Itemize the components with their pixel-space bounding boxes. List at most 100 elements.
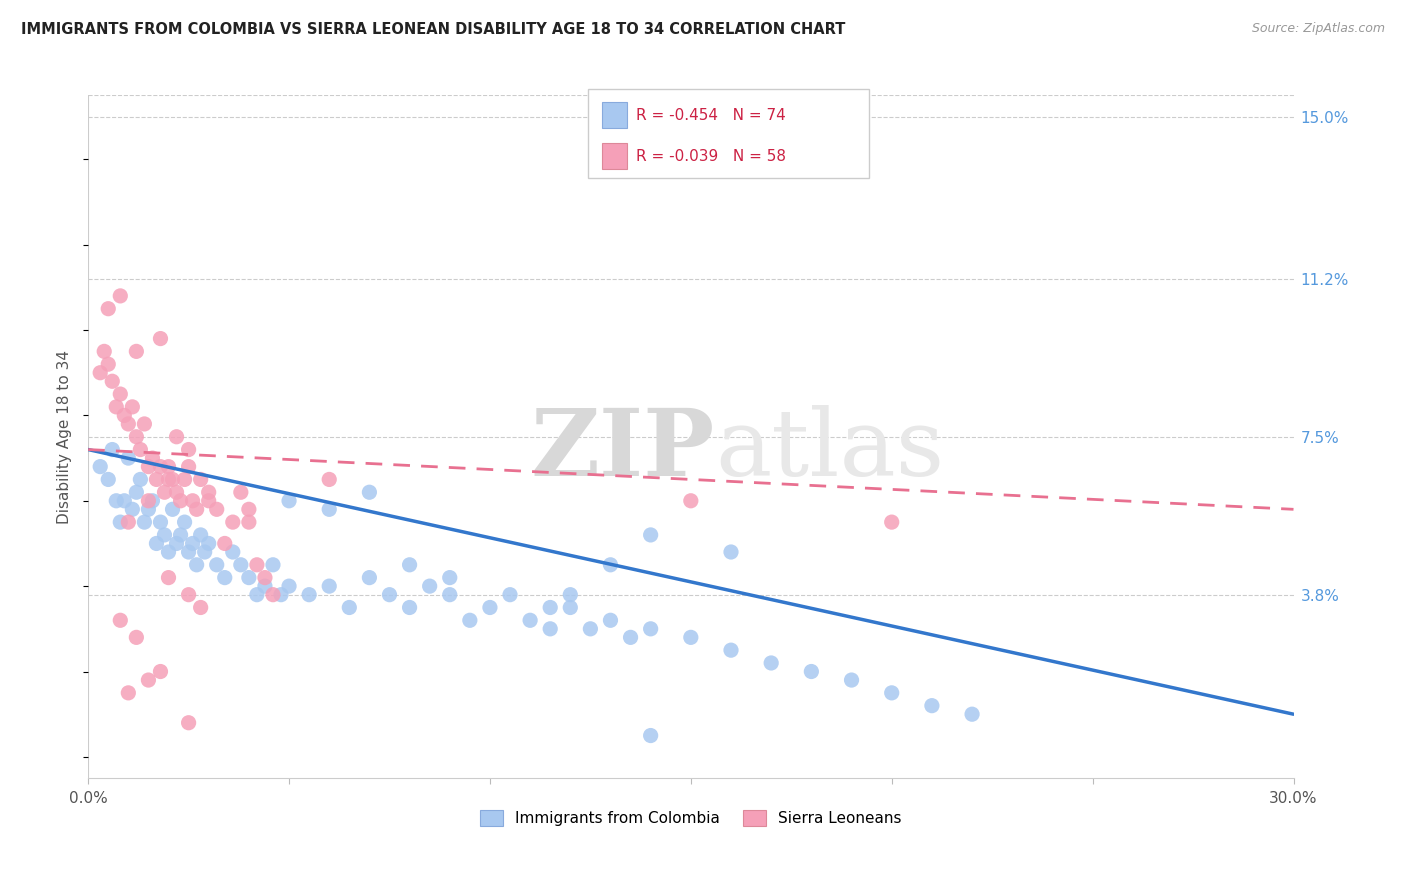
Point [720, 545, 742, 559]
Point [149, 665, 172, 679]
Point [238, 571, 260, 585]
Point [110, 387, 132, 401]
Point [880, 515, 903, 529]
Point [134, 515, 156, 529]
Point [197, 485, 219, 500]
Point [125, 430, 148, 444]
Point [181, 493, 204, 508]
Point [141, 451, 163, 466]
Point [270, 588, 292, 602]
Point [157, 571, 180, 585]
Point [560, 588, 582, 602]
Text: IMMIGRANTS FROM COLOMBIA VS SIERRA LEONEAN DISABILITY AGE 18 TO 34 CORRELATION C: IMMIGRANTS FROM COLOMBIA VS SIERRA LEONE… [21, 22, 845, 37]
Point [640, 729, 662, 743]
Point [419, 579, 441, 593]
Point [880, 686, 903, 700]
Point [190, 600, 212, 615]
Point [960, 707, 983, 722]
Point [229, 485, 252, 500]
Point [337, 600, 360, 615]
Point [800, 665, 823, 679]
Point [398, 600, 420, 615]
Point [97, 357, 120, 371]
Point [378, 588, 401, 602]
Point [117, 515, 139, 529]
Point [253, 571, 276, 585]
Point [129, 442, 152, 457]
Point [921, 698, 943, 713]
Point [125, 631, 148, 645]
Point [679, 493, 702, 508]
Point [478, 600, 501, 615]
Point [105, 493, 128, 508]
Point [177, 442, 200, 457]
Point [110, 289, 132, 303]
Point [153, 528, 176, 542]
Point [205, 502, 228, 516]
Point [181, 536, 204, 550]
Point [112, 493, 135, 508]
Point [153, 485, 176, 500]
Point [439, 571, 461, 585]
Point [117, 417, 139, 431]
Point [262, 558, 284, 572]
Point [157, 459, 180, 474]
Point [640, 622, 662, 636]
Point [93, 344, 115, 359]
Point [298, 588, 321, 602]
Point [262, 588, 284, 602]
Point [157, 545, 180, 559]
Point [214, 536, 236, 550]
Point [238, 515, 260, 529]
Point [141, 493, 163, 508]
Point [759, 656, 782, 670]
Point [579, 622, 602, 636]
Point [222, 515, 245, 529]
Point [157, 472, 180, 486]
Point [439, 588, 461, 602]
Point [97, 472, 120, 486]
Point [278, 579, 301, 593]
Point [138, 502, 160, 516]
Point [278, 493, 301, 508]
Point [190, 472, 212, 486]
Point [162, 502, 184, 516]
Text: R = -0.454   N = 74: R = -0.454 N = 74 [636, 108, 786, 122]
Point [177, 459, 200, 474]
Point [117, 686, 139, 700]
Point [640, 528, 662, 542]
Point [166, 485, 188, 500]
Y-axis label: Disability Age 18 to 34: Disability Age 18 to 34 [58, 350, 72, 524]
Point [359, 571, 381, 585]
Text: Source: ZipAtlas.com: Source: ZipAtlas.com [1251, 22, 1385, 36]
Text: ZIP: ZIP [530, 405, 714, 495]
Point [145, 472, 167, 486]
Point [166, 430, 188, 444]
Point [205, 558, 228, 572]
Point [138, 673, 160, 687]
Point [197, 536, 219, 550]
Point [214, 571, 236, 585]
Point [149, 459, 172, 474]
Point [398, 558, 420, 572]
Point [121, 502, 143, 516]
Point [177, 588, 200, 602]
Point [538, 600, 561, 615]
Point [538, 622, 561, 636]
Point [149, 332, 172, 346]
Point [117, 451, 139, 466]
Point [101, 442, 124, 457]
Point [679, 631, 702, 645]
Point [458, 613, 481, 627]
Point [229, 558, 252, 572]
Point [169, 528, 191, 542]
Point [138, 459, 160, 474]
Point [253, 579, 276, 593]
Point [318, 579, 340, 593]
Point [162, 472, 184, 486]
Point [149, 515, 172, 529]
Text: atlas: atlas [714, 405, 945, 495]
Point [110, 515, 132, 529]
Point [519, 613, 541, 627]
Point [599, 613, 621, 627]
